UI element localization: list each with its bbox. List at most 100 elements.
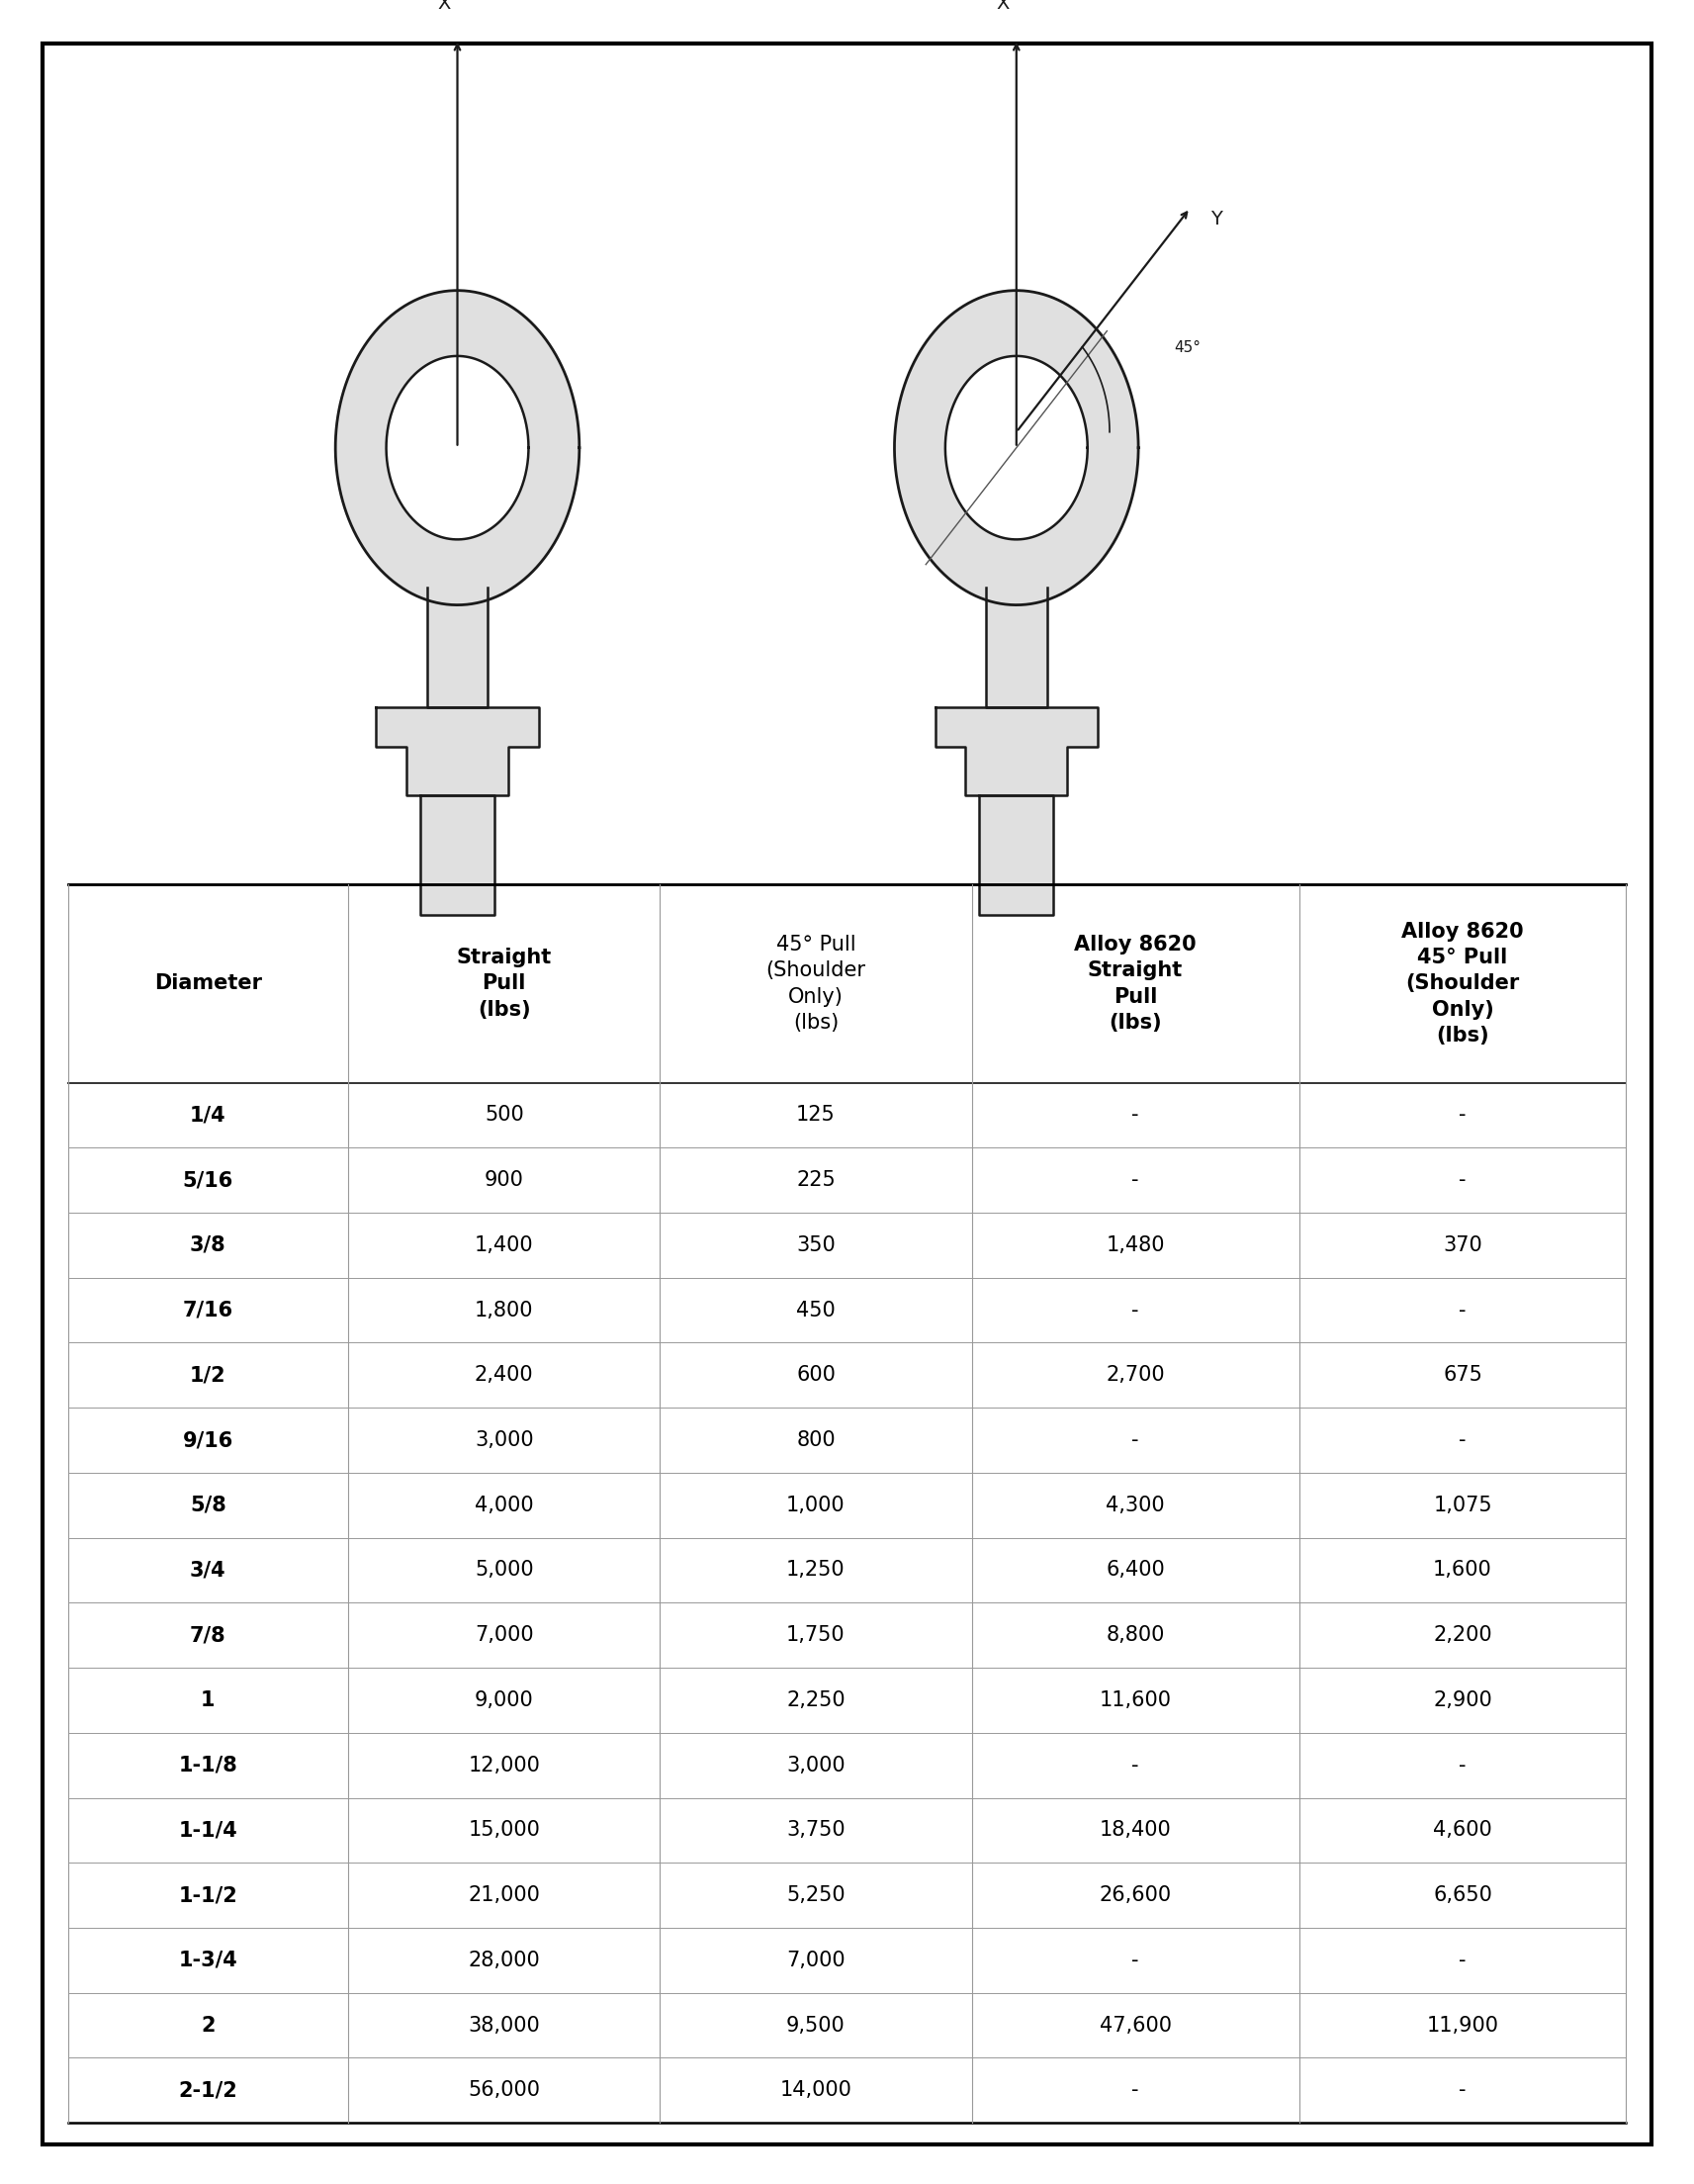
Text: 5,250: 5,250 bbox=[786, 1885, 845, 1904]
Text: 21,000: 21,000 bbox=[468, 1885, 540, 1904]
Text: 8,800: 8,800 bbox=[1106, 1625, 1165, 1645]
Text: 3,000: 3,000 bbox=[786, 1756, 845, 1776]
Text: -: - bbox=[1132, 1756, 1138, 1776]
Text: 1-1/8: 1-1/8 bbox=[178, 1756, 237, 1776]
Text: 7,000: 7,000 bbox=[474, 1625, 534, 1645]
Text: -: - bbox=[1459, 1171, 1467, 1190]
Text: 1,000: 1,000 bbox=[786, 1496, 845, 1516]
Text: 3,000: 3,000 bbox=[474, 1431, 534, 1450]
Text: 4,300: 4,300 bbox=[1106, 1496, 1165, 1516]
FancyBboxPatch shape bbox=[42, 44, 1652, 2145]
Text: Diameter: Diameter bbox=[154, 974, 263, 994]
Text: 1/2: 1/2 bbox=[190, 1365, 225, 1385]
Text: 3/4: 3/4 bbox=[190, 1559, 225, 1581]
Text: -: - bbox=[1132, 1171, 1138, 1190]
Text: Alloy 8620
45° Pull
(Shoulder
Only)
(lbs): Alloy 8620 45° Pull (Shoulder Only) (lbs… bbox=[1401, 922, 1523, 1046]
Text: 9,000: 9,000 bbox=[474, 1690, 534, 1710]
Text: 1-1/2: 1-1/2 bbox=[178, 1885, 237, 1904]
Text: Alloy 8620
Straight
Pull
(lbs): Alloy 8620 Straight Pull (lbs) bbox=[1074, 935, 1196, 1033]
Text: 2,700: 2,700 bbox=[1106, 1365, 1165, 1385]
Polygon shape bbox=[986, 587, 1047, 708]
Text: 1,480: 1,480 bbox=[1106, 1236, 1165, 1256]
Text: -: - bbox=[1132, 1299, 1138, 1319]
Text: 450: 450 bbox=[796, 1299, 835, 1319]
Text: 1/4: 1/4 bbox=[190, 1105, 225, 1125]
Text: 350: 350 bbox=[796, 1236, 835, 1256]
Text: 225: 225 bbox=[796, 1171, 835, 1190]
Text: Y: Y bbox=[1211, 210, 1221, 229]
Text: 11,600: 11,600 bbox=[1099, 1690, 1172, 1710]
Polygon shape bbox=[335, 290, 579, 605]
Text: 7/8: 7/8 bbox=[190, 1625, 225, 1645]
Text: 18,400: 18,400 bbox=[1099, 1821, 1171, 1841]
Text: 5,000: 5,000 bbox=[474, 1559, 534, 1581]
Polygon shape bbox=[427, 587, 488, 708]
Text: 1,800: 1,800 bbox=[474, 1299, 534, 1319]
Text: 56,000: 56,000 bbox=[468, 2081, 540, 2101]
Text: 1,250: 1,250 bbox=[786, 1559, 845, 1581]
Text: 1: 1 bbox=[202, 1690, 215, 1710]
Text: 38,000: 38,000 bbox=[468, 2016, 540, 2035]
Text: 3/8: 3/8 bbox=[190, 1236, 225, 1256]
Text: 1-1/4: 1-1/4 bbox=[178, 1821, 237, 1841]
Text: -: - bbox=[1132, 2081, 1138, 2101]
Polygon shape bbox=[945, 356, 1088, 539]
Text: 2: 2 bbox=[202, 2016, 215, 2035]
Polygon shape bbox=[979, 795, 1054, 915]
Polygon shape bbox=[386, 356, 529, 539]
Polygon shape bbox=[894, 290, 1138, 605]
Text: -: - bbox=[1459, 1756, 1467, 1776]
Text: 2,250: 2,250 bbox=[786, 1690, 845, 1710]
Text: 11,900: 11,900 bbox=[1426, 2016, 1499, 2035]
Text: 370: 370 bbox=[1443, 1236, 1482, 1256]
Text: 26,600: 26,600 bbox=[1099, 1885, 1172, 1904]
Text: 45°: 45° bbox=[1174, 341, 1201, 356]
Text: 15,000: 15,000 bbox=[468, 1821, 540, 1841]
Text: -: - bbox=[1459, 1299, 1467, 1319]
Text: 12,000: 12,000 bbox=[468, 1756, 540, 1776]
Text: -: - bbox=[1132, 1431, 1138, 1450]
Text: 3,750: 3,750 bbox=[786, 1821, 845, 1841]
Text: 9/16: 9/16 bbox=[183, 1431, 234, 1450]
Text: 1-3/4: 1-3/4 bbox=[178, 1950, 237, 1970]
Text: 800: 800 bbox=[796, 1431, 835, 1450]
Text: 7,000: 7,000 bbox=[786, 1950, 845, 1970]
Text: 9,500: 9,500 bbox=[786, 2016, 845, 2035]
Text: 2,400: 2,400 bbox=[474, 1365, 534, 1385]
Text: X: X bbox=[437, 0, 451, 13]
Text: 7/16: 7/16 bbox=[183, 1299, 234, 1319]
Text: X: X bbox=[996, 0, 1010, 13]
Text: -: - bbox=[1459, 1950, 1467, 1970]
Text: -: - bbox=[1132, 1950, 1138, 1970]
Text: 14,000: 14,000 bbox=[779, 2081, 852, 2101]
Polygon shape bbox=[420, 795, 495, 915]
Text: 45° Pull
(Shoulder
Only)
(lbs): 45° Pull (Shoulder Only) (lbs) bbox=[766, 935, 866, 1033]
Text: 900: 900 bbox=[484, 1171, 523, 1190]
Text: 4,000: 4,000 bbox=[474, 1496, 534, 1516]
Text: 675: 675 bbox=[1443, 1365, 1482, 1385]
Text: 6,650: 6,650 bbox=[1433, 1885, 1492, 1904]
Text: 28,000: 28,000 bbox=[468, 1950, 540, 1970]
Text: 6,400: 6,400 bbox=[1106, 1559, 1165, 1581]
Text: 125: 125 bbox=[796, 1105, 835, 1125]
Text: -: - bbox=[1459, 1431, 1467, 1450]
Text: 4,600: 4,600 bbox=[1433, 1821, 1492, 1841]
Text: -: - bbox=[1459, 1105, 1467, 1125]
Text: 1,750: 1,750 bbox=[786, 1625, 845, 1645]
Polygon shape bbox=[376, 708, 539, 795]
Text: 1,075: 1,075 bbox=[1433, 1496, 1492, 1516]
Text: 1,400: 1,400 bbox=[474, 1236, 534, 1256]
Polygon shape bbox=[935, 708, 1098, 795]
Text: 1,600: 1,600 bbox=[1433, 1559, 1492, 1581]
Text: 5/8: 5/8 bbox=[190, 1496, 227, 1516]
Text: -: - bbox=[1132, 1105, 1138, 1125]
Text: 500: 500 bbox=[484, 1105, 523, 1125]
Text: -: - bbox=[1459, 2081, 1467, 2101]
Text: 47,600: 47,600 bbox=[1099, 2016, 1172, 2035]
Text: 2,200: 2,200 bbox=[1433, 1625, 1492, 1645]
Text: 5/16: 5/16 bbox=[183, 1171, 234, 1190]
Text: 2-1/2: 2-1/2 bbox=[178, 2081, 237, 2101]
Text: 600: 600 bbox=[796, 1365, 835, 1385]
Text: Straight
Pull
(lbs): Straight Pull (lbs) bbox=[457, 948, 552, 1020]
Text: 2,900: 2,900 bbox=[1433, 1690, 1492, 1710]
